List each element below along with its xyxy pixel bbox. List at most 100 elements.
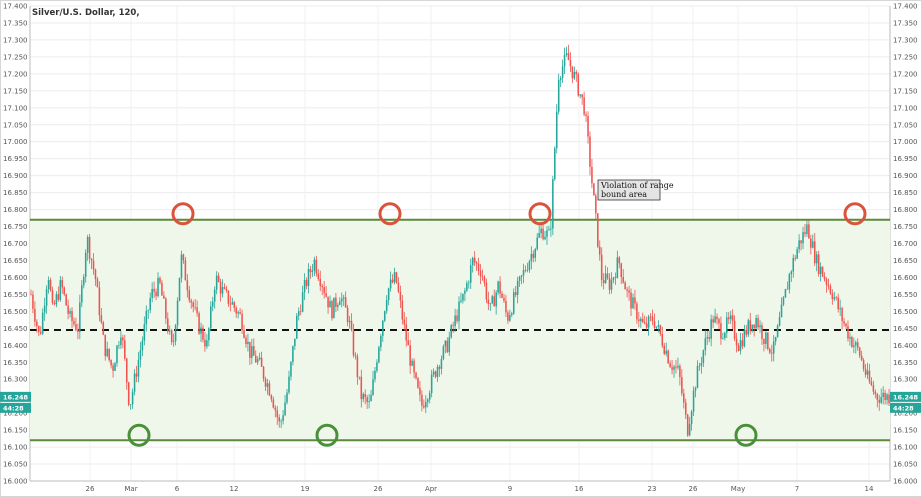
candle-body xyxy=(440,358,443,369)
candle-body xyxy=(362,394,365,400)
candle-body xyxy=(677,365,679,368)
candle-body xyxy=(823,276,826,280)
candle-body xyxy=(694,388,697,391)
candle-body xyxy=(286,392,288,403)
candle-body xyxy=(405,324,408,341)
candle-body xyxy=(309,269,312,273)
candle-body xyxy=(538,233,540,238)
candle-body xyxy=(260,357,263,367)
candle-body xyxy=(67,305,69,314)
candle-body xyxy=(620,263,623,278)
price-badges: 16.248 44:28 16.248 44:28 xyxy=(0,391,921,413)
candle-body xyxy=(125,358,128,383)
y-tick-label-right: 16.150 xyxy=(893,427,918,435)
candle-body xyxy=(700,363,703,366)
candle-body xyxy=(876,394,879,400)
candle-body xyxy=(882,392,884,398)
x-tick-label: 26 xyxy=(86,485,95,493)
candle-body xyxy=(763,338,765,344)
candle-body xyxy=(765,332,767,344)
candle-body xyxy=(518,276,521,281)
candle-body xyxy=(47,279,50,290)
candle-body xyxy=(55,294,58,305)
candle-body xyxy=(104,334,107,357)
candle-body xyxy=(340,298,343,302)
y-tick-label-left: 16.850 xyxy=(3,189,28,197)
candle-body xyxy=(550,228,552,230)
candle-body xyxy=(714,316,716,323)
x-tick-label: 9 xyxy=(508,485,512,493)
candle-body xyxy=(688,424,691,436)
candle-body xyxy=(616,257,619,279)
x-tick-label: 23 xyxy=(648,485,657,493)
candle-body xyxy=(188,290,191,301)
candle-body xyxy=(776,325,779,338)
candle-body xyxy=(665,350,667,354)
candle-body xyxy=(442,346,445,359)
candle-body xyxy=(542,228,544,240)
candle-body xyxy=(241,313,243,331)
candle-body xyxy=(690,411,693,425)
candle-body xyxy=(69,310,71,314)
range-band xyxy=(30,218,890,442)
candle-body xyxy=(757,318,759,328)
candle-body xyxy=(382,320,384,337)
candle-body xyxy=(43,305,46,313)
candle-body xyxy=(434,371,437,377)
candle-body xyxy=(358,376,361,378)
y-tick-label-right: 16.500 xyxy=(893,308,918,316)
candle-body xyxy=(174,325,177,342)
candle-body xyxy=(143,324,146,341)
candle-body xyxy=(868,370,871,382)
candle-body xyxy=(264,378,267,387)
candle-body xyxy=(606,273,609,279)
candle-body xyxy=(106,348,108,357)
candle-body xyxy=(888,394,890,404)
candle-body xyxy=(268,383,271,396)
candle-body xyxy=(808,224,810,239)
candle-body xyxy=(403,319,406,325)
candle-body xyxy=(743,329,746,347)
candle-body xyxy=(532,253,535,258)
candle-body xyxy=(782,297,785,305)
candle-body xyxy=(81,285,83,303)
candle-body xyxy=(600,254,603,281)
candle-body xyxy=(706,337,709,339)
candle-body xyxy=(468,282,470,284)
candle-body xyxy=(315,259,318,274)
candle-body xyxy=(604,273,607,284)
candle-body xyxy=(509,314,511,321)
candle-body xyxy=(380,336,382,348)
candle-body xyxy=(368,401,370,403)
candle-body xyxy=(514,292,517,295)
candle-body xyxy=(856,342,859,348)
candle-body xyxy=(683,393,685,403)
candle-body xyxy=(401,300,404,320)
candle-body xyxy=(452,325,454,327)
candle-body xyxy=(767,332,769,349)
candle-body xyxy=(436,366,439,377)
candle-body xyxy=(198,313,200,334)
candle-body xyxy=(413,360,415,373)
candle-body xyxy=(182,254,185,261)
candle-body xyxy=(847,326,849,339)
candle-body xyxy=(129,404,132,405)
candle-body xyxy=(98,287,101,316)
candle-body xyxy=(864,368,867,375)
candle-body xyxy=(319,278,322,286)
candle-body xyxy=(458,301,460,322)
candle-body xyxy=(348,320,351,323)
candle-body xyxy=(483,277,486,283)
x-tick-label: 16 xyxy=(575,485,584,493)
y-tick-label-right: 16.450 xyxy=(893,325,918,333)
candle-body xyxy=(729,315,732,320)
candle-body xyxy=(722,338,724,339)
candle-body xyxy=(845,323,847,327)
candle-body xyxy=(583,97,585,115)
candle-body xyxy=(546,230,548,237)
candle-body xyxy=(100,315,103,323)
candle-body xyxy=(462,293,464,301)
candle-body xyxy=(507,312,509,321)
candle-body xyxy=(194,306,196,308)
